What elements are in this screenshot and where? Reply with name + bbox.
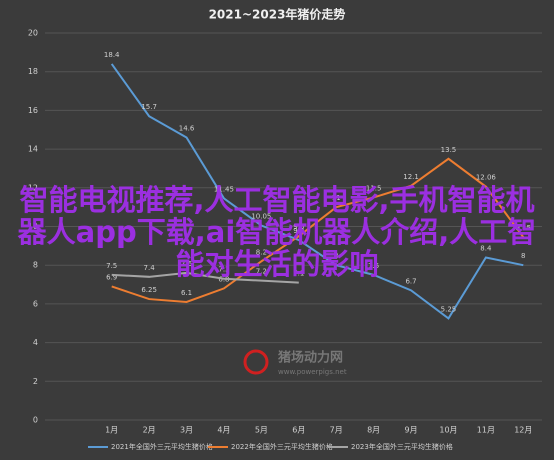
data-label: 7.5 xyxy=(106,262,117,270)
y-tick-label: 0 xyxy=(33,416,38,425)
logo-text: 猪场动力网 xyxy=(277,350,343,366)
x-tick-label: 1月 xyxy=(105,426,118,435)
data-label: 13.5 xyxy=(441,146,457,154)
x-tick-label: 12月 xyxy=(514,426,532,435)
x-tick-label: 7月 xyxy=(330,426,343,435)
legend-label: 2021年全国外三元平均生猪价格 xyxy=(111,442,213,451)
logo: 猪场动力网 www.powerpigs.net xyxy=(243,349,347,376)
y-tick-label: 8 xyxy=(33,261,38,270)
data-label: 8.2 xyxy=(256,248,267,256)
y-tick-label: 20 xyxy=(28,29,38,38)
y-tick-label: 16 xyxy=(28,106,38,115)
y-tick-label: 2 xyxy=(33,377,38,386)
data-label: 8 xyxy=(521,252,525,260)
data-label: 18.4 xyxy=(104,51,120,59)
x-tick-label: 2月 xyxy=(143,426,156,435)
x-tick-label: 6月 xyxy=(292,426,305,435)
logo-url: www.powerpigs.net xyxy=(278,368,347,376)
data-label: 7.3 xyxy=(218,266,229,274)
data-label: 15.7 xyxy=(141,103,157,111)
legend-label: 2023年全国外三元平均生猪价格 xyxy=(351,442,453,451)
legend-label: 2022年全国外三元平均生猪价格 xyxy=(231,442,333,451)
data-label: 9.3 xyxy=(293,227,304,235)
data-label: 6.25 xyxy=(141,286,157,294)
x-tick-label: 11月 xyxy=(477,426,495,435)
data-label: 9.5 xyxy=(293,223,304,231)
chart-title: 2021~2023年猪价走势 xyxy=(209,7,346,22)
data-label: 6.1 xyxy=(181,289,192,297)
data-label: 10.05 xyxy=(251,213,271,221)
data-label: 6.7 xyxy=(405,277,416,285)
series-line xyxy=(110,63,524,320)
data-label: 12.1 xyxy=(403,173,419,181)
data-label: 7.4 xyxy=(144,264,156,272)
series-line xyxy=(111,271,299,284)
data-label: 9.45 xyxy=(515,224,531,232)
x-tick-label: 4月 xyxy=(217,426,230,435)
watermark: 智能电视推荐,人工智能电影,手机智能机器人app下载,ai智能机器人介绍,人工智… xyxy=(17,183,537,281)
y-tick-label: 18 xyxy=(28,67,38,76)
data-label: 7.5 xyxy=(368,262,379,270)
data-label: 14.6 xyxy=(179,124,195,132)
data-label: 7.6 xyxy=(181,260,193,268)
y-tick-label: 6 xyxy=(33,299,38,308)
series-line xyxy=(111,157,525,303)
plot: 0 2 4 6 8 10 12 14 16 18 20 1月 2月 3月 4月 5月 6月 7月 8月 9月 10月 11… xyxy=(28,29,542,451)
y-tick-label: 14 xyxy=(28,145,38,154)
data-label: 7.2 xyxy=(256,268,267,276)
y-tick-label: 12 xyxy=(28,183,38,192)
x-tick-label: 8月 xyxy=(367,426,380,435)
data-label: 11.45 xyxy=(214,185,234,193)
data-label: 5.25 xyxy=(441,305,457,313)
data-label: 8 xyxy=(334,252,338,260)
data-label: 6.9 xyxy=(106,273,117,281)
x-tick-label: 10月 xyxy=(439,426,457,435)
x-tick-label: 5月 xyxy=(255,426,268,435)
y-tick-label: 4 xyxy=(33,338,38,347)
data-label: 11.5 xyxy=(366,184,382,192)
x-tick-label: 3月 xyxy=(180,426,193,435)
data-label: 12.06 xyxy=(476,174,497,182)
x-tick-label: 9月 xyxy=(404,426,417,435)
data-label: 11 xyxy=(332,194,341,202)
data-label: 8.4 xyxy=(480,244,492,252)
data-label: 7.1 xyxy=(293,270,304,278)
y-tick-label: 10 xyxy=(28,222,38,231)
